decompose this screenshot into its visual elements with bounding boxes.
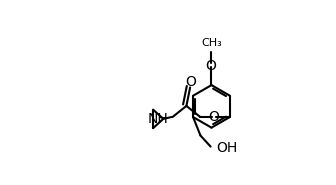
Text: O: O [208, 110, 219, 124]
Text: CH₃: CH₃ [201, 38, 222, 48]
Text: O: O [185, 75, 197, 89]
Text: OH: OH [216, 142, 238, 155]
Text: NH: NH [147, 112, 168, 126]
Text: O: O [205, 59, 216, 73]
